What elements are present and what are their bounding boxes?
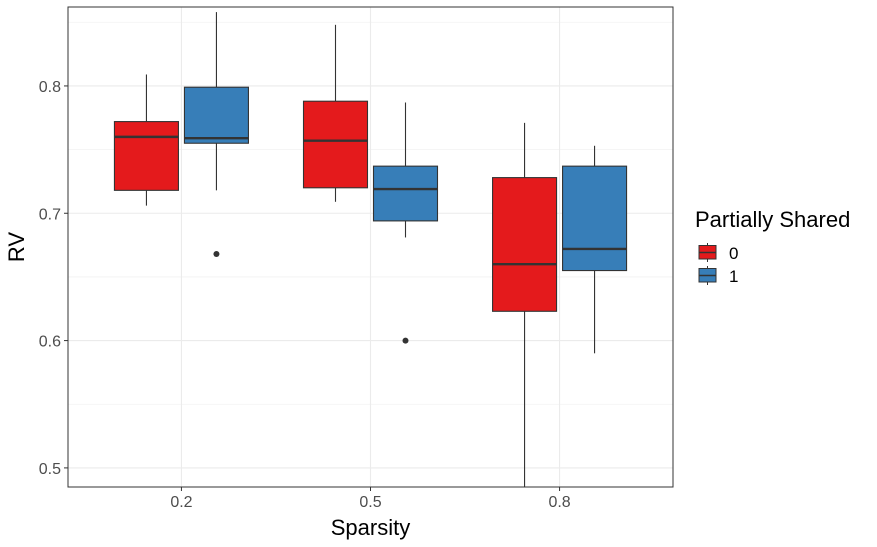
legend-label: 0 [729, 244, 738, 263]
legend-label: 1 [729, 267, 738, 286]
legend-title: Partially Shared [695, 207, 850, 232]
y-axis: 0.5 0.6 0.7 0.8 [39, 79, 68, 478]
legend-item-0: 0 [698, 243, 738, 263]
x-axis-title: Sparsity [331, 515, 410, 540]
box-1-0.8 [562, 145, 628, 354]
y-tick-label: 0.8 [39, 79, 61, 96]
legend-item-1: 1 [698, 266, 738, 286]
x-tick-label: 0.5 [359, 494, 381, 511]
box-1-0.2 [183, 12, 249, 258]
outlier-point [213, 251, 220, 258]
box-body [562, 165, 628, 272]
box-0-0.5 [302, 24, 369, 202]
box-body [183, 86, 249, 144]
boxes [113, 12, 628, 487]
x-axis: 0.2 0.5 0.8 [170, 487, 571, 511]
box-0-0.2 [113, 74, 179, 206]
x-tick-label: 0.8 [548, 494, 570, 511]
legend: Partially Shared 0 1 [695, 207, 850, 286]
y-tick-label: 0.6 [39, 334, 61, 351]
y-tick-label: 0.7 [39, 206, 61, 223]
y-axis-title: RV [4, 232, 29, 262]
box-body [302, 100, 369, 189]
box-1-0.5 [372, 102, 439, 344]
x-tick-label: 0.2 [170, 494, 192, 511]
box-body [113, 121, 179, 191]
box-0-0.8 [492, 122, 558, 487]
outlier-point [402, 337, 409, 344]
box-body [492, 177, 558, 312]
box-body [372, 165, 439, 222]
y-tick-label: 0.5 [39, 461, 61, 478]
